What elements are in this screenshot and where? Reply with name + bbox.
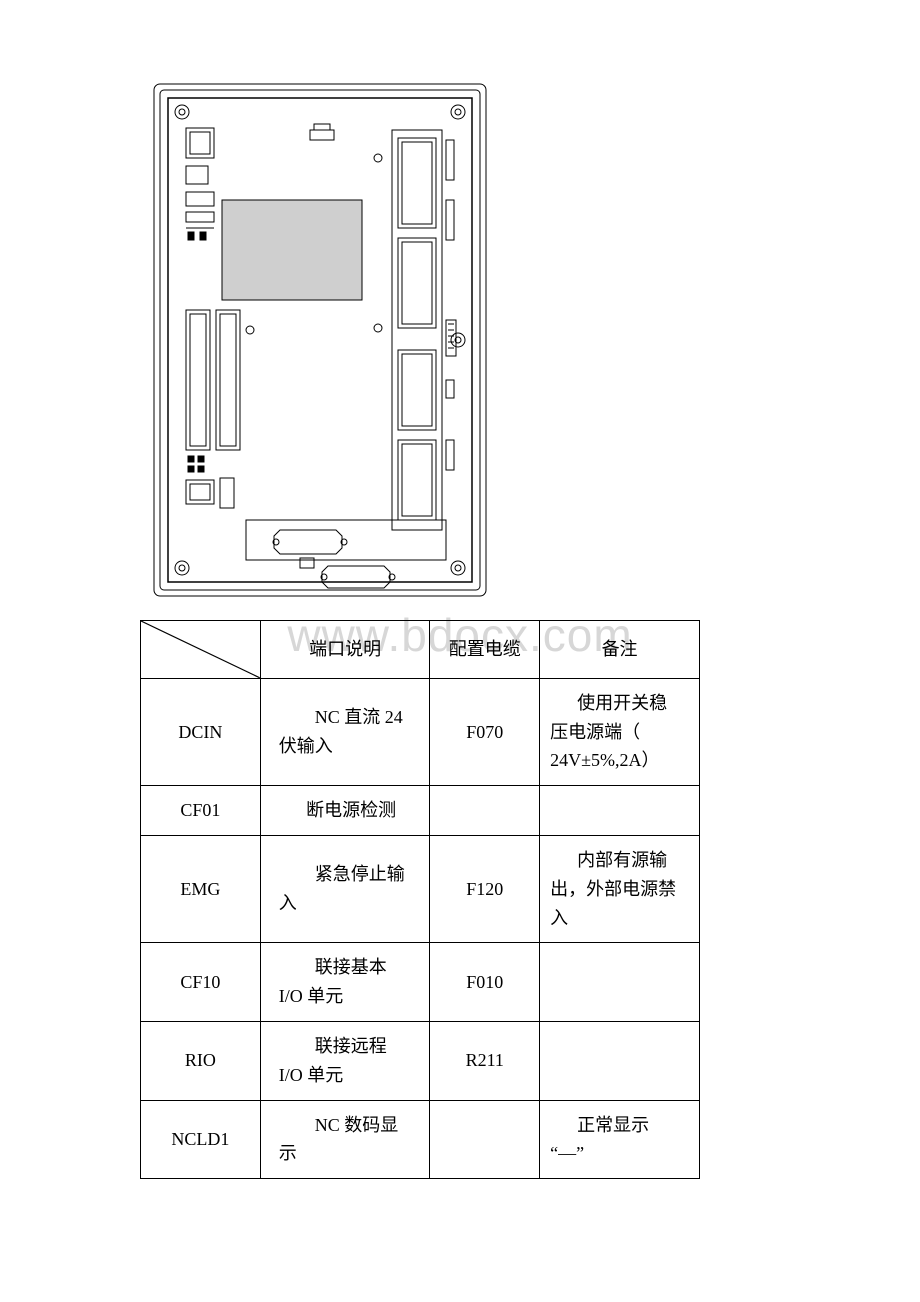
port-cable: F120: [430, 835, 540, 942]
table-header-row: 端口说明 配置电缆 备注: [141, 621, 700, 679]
port-desc: 联接基本 I/O 单元: [260, 943, 430, 1022]
port-name: CF01: [141, 786, 261, 836]
pcb-diagram: [150, 80, 490, 600]
table-row: RIO 联接远程 I/O 单元 R211: [141, 1021, 700, 1100]
port-name: CF10: [141, 943, 261, 1022]
header-cable: 配置电缆: [430, 621, 540, 679]
circuit-board-icon: [150, 80, 490, 600]
port-note: 正常显示 “—”: [540, 1100, 700, 1179]
port-desc: 联接远程 I/O 单元: [260, 1021, 430, 1100]
port-name: NCLD1: [141, 1100, 261, 1179]
port-note: [540, 1021, 700, 1100]
header-port-desc: 端口说明: [260, 621, 430, 679]
table-row: EMG 紧急停止输 入 F120 内部有源输 出，外部电源禁 入: [141, 835, 700, 942]
port-note: [540, 786, 700, 836]
port-cable: F010: [430, 943, 540, 1022]
port-name: DCIN: [141, 678, 261, 785]
header-note: 备注: [540, 621, 700, 679]
port-note: [540, 943, 700, 1022]
port-cable: F070: [430, 678, 540, 785]
port-note: 内部有源输 出，外部电源禁 入: [540, 835, 700, 942]
table-row: DCIN NC 直流 24 伏输入 F070 使用开关稳 压电源端（ 24V±5…: [141, 678, 700, 785]
table-row: CF01 断电源检测: [141, 786, 700, 836]
port-note: 使用开关稳 压电源端（ 24V±5%,2A）: [540, 678, 700, 785]
header-blank-diagonal: [141, 621, 261, 679]
port-desc: NC 直流 24 伏输入: [260, 678, 430, 785]
port-desc: 断电源检测: [260, 786, 430, 836]
port-cable: [430, 1100, 540, 1179]
port-desc: NC 数码显 示: [260, 1100, 430, 1179]
port-name: EMG: [141, 835, 261, 942]
port-cable: [430, 786, 540, 836]
table-row: CF10 联接基本 I/O 单元 F010: [141, 943, 700, 1022]
port-name: RIO: [141, 1021, 261, 1100]
table-row: NCLD1 NC 数码显 示 正常显示 “—”: [141, 1100, 700, 1179]
port-desc: 紧急停止输 入: [260, 835, 430, 942]
port-cable: R211: [430, 1021, 540, 1100]
port-table: 端口说明 配置电缆 备注 DCIN NC 直流 24 伏输入 F070 使用开关…: [120, 620, 800, 1179]
